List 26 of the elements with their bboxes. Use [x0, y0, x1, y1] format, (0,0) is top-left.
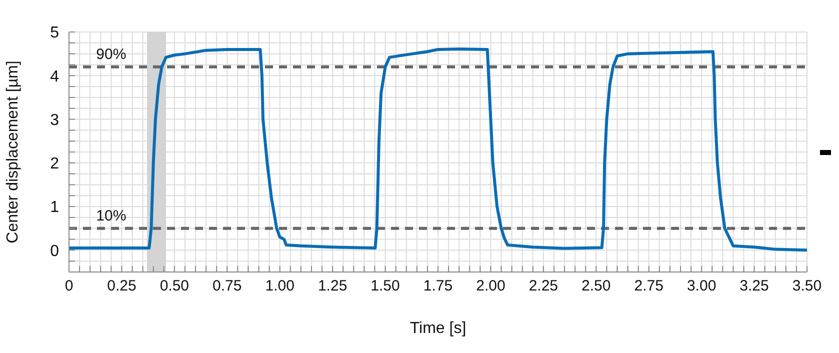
- x-axis-title: Time [s]: [410, 320, 466, 337]
- line-series: [69, 48, 807, 252]
- x-tick-label: 0: [64, 278, 74, 295]
- x-tick-label: 3.00: [686, 278, 716, 295]
- x-tick-label: 3.25: [740, 278, 769, 295]
- y-tick-label: 4: [50, 68, 60, 86]
- y-tick-label: 0: [50, 242, 60, 260]
- y-tick-label: 5: [50, 24, 60, 42]
- x-tick-label: 1.50: [370, 278, 400, 295]
- x-tick-label: 0.25: [107, 278, 136, 295]
- y-axis-title: Center displacement [µm]: [4, 60, 22, 244]
- annotation: 90%: [96, 46, 126, 63]
- x-tick-label: 1.00: [265, 278, 294, 295]
- x-tick-label: 0.75: [212, 278, 242, 295]
- y-tick-label: 1: [50, 199, 60, 216]
- y-tick-label: 3: [50, 112, 60, 129]
- y-tick-label: 2: [50, 156, 60, 173]
- x-tick-label: 2.00: [476, 278, 506, 295]
- x-tick-label: 2.75: [634, 278, 664, 295]
- x-tick-label: 0.50: [160, 278, 190, 295]
- annotation: 10%: [96, 207, 126, 224]
- x-tick-label: 3.50: [792, 278, 822, 295]
- x-tick-label: 1.75: [423, 278, 453, 295]
- x-tick-label: 2.50: [582, 278, 611, 295]
- x-tick-label: 1.25: [318, 278, 348, 295]
- x-tick-label: 2.25: [528, 278, 558, 295]
